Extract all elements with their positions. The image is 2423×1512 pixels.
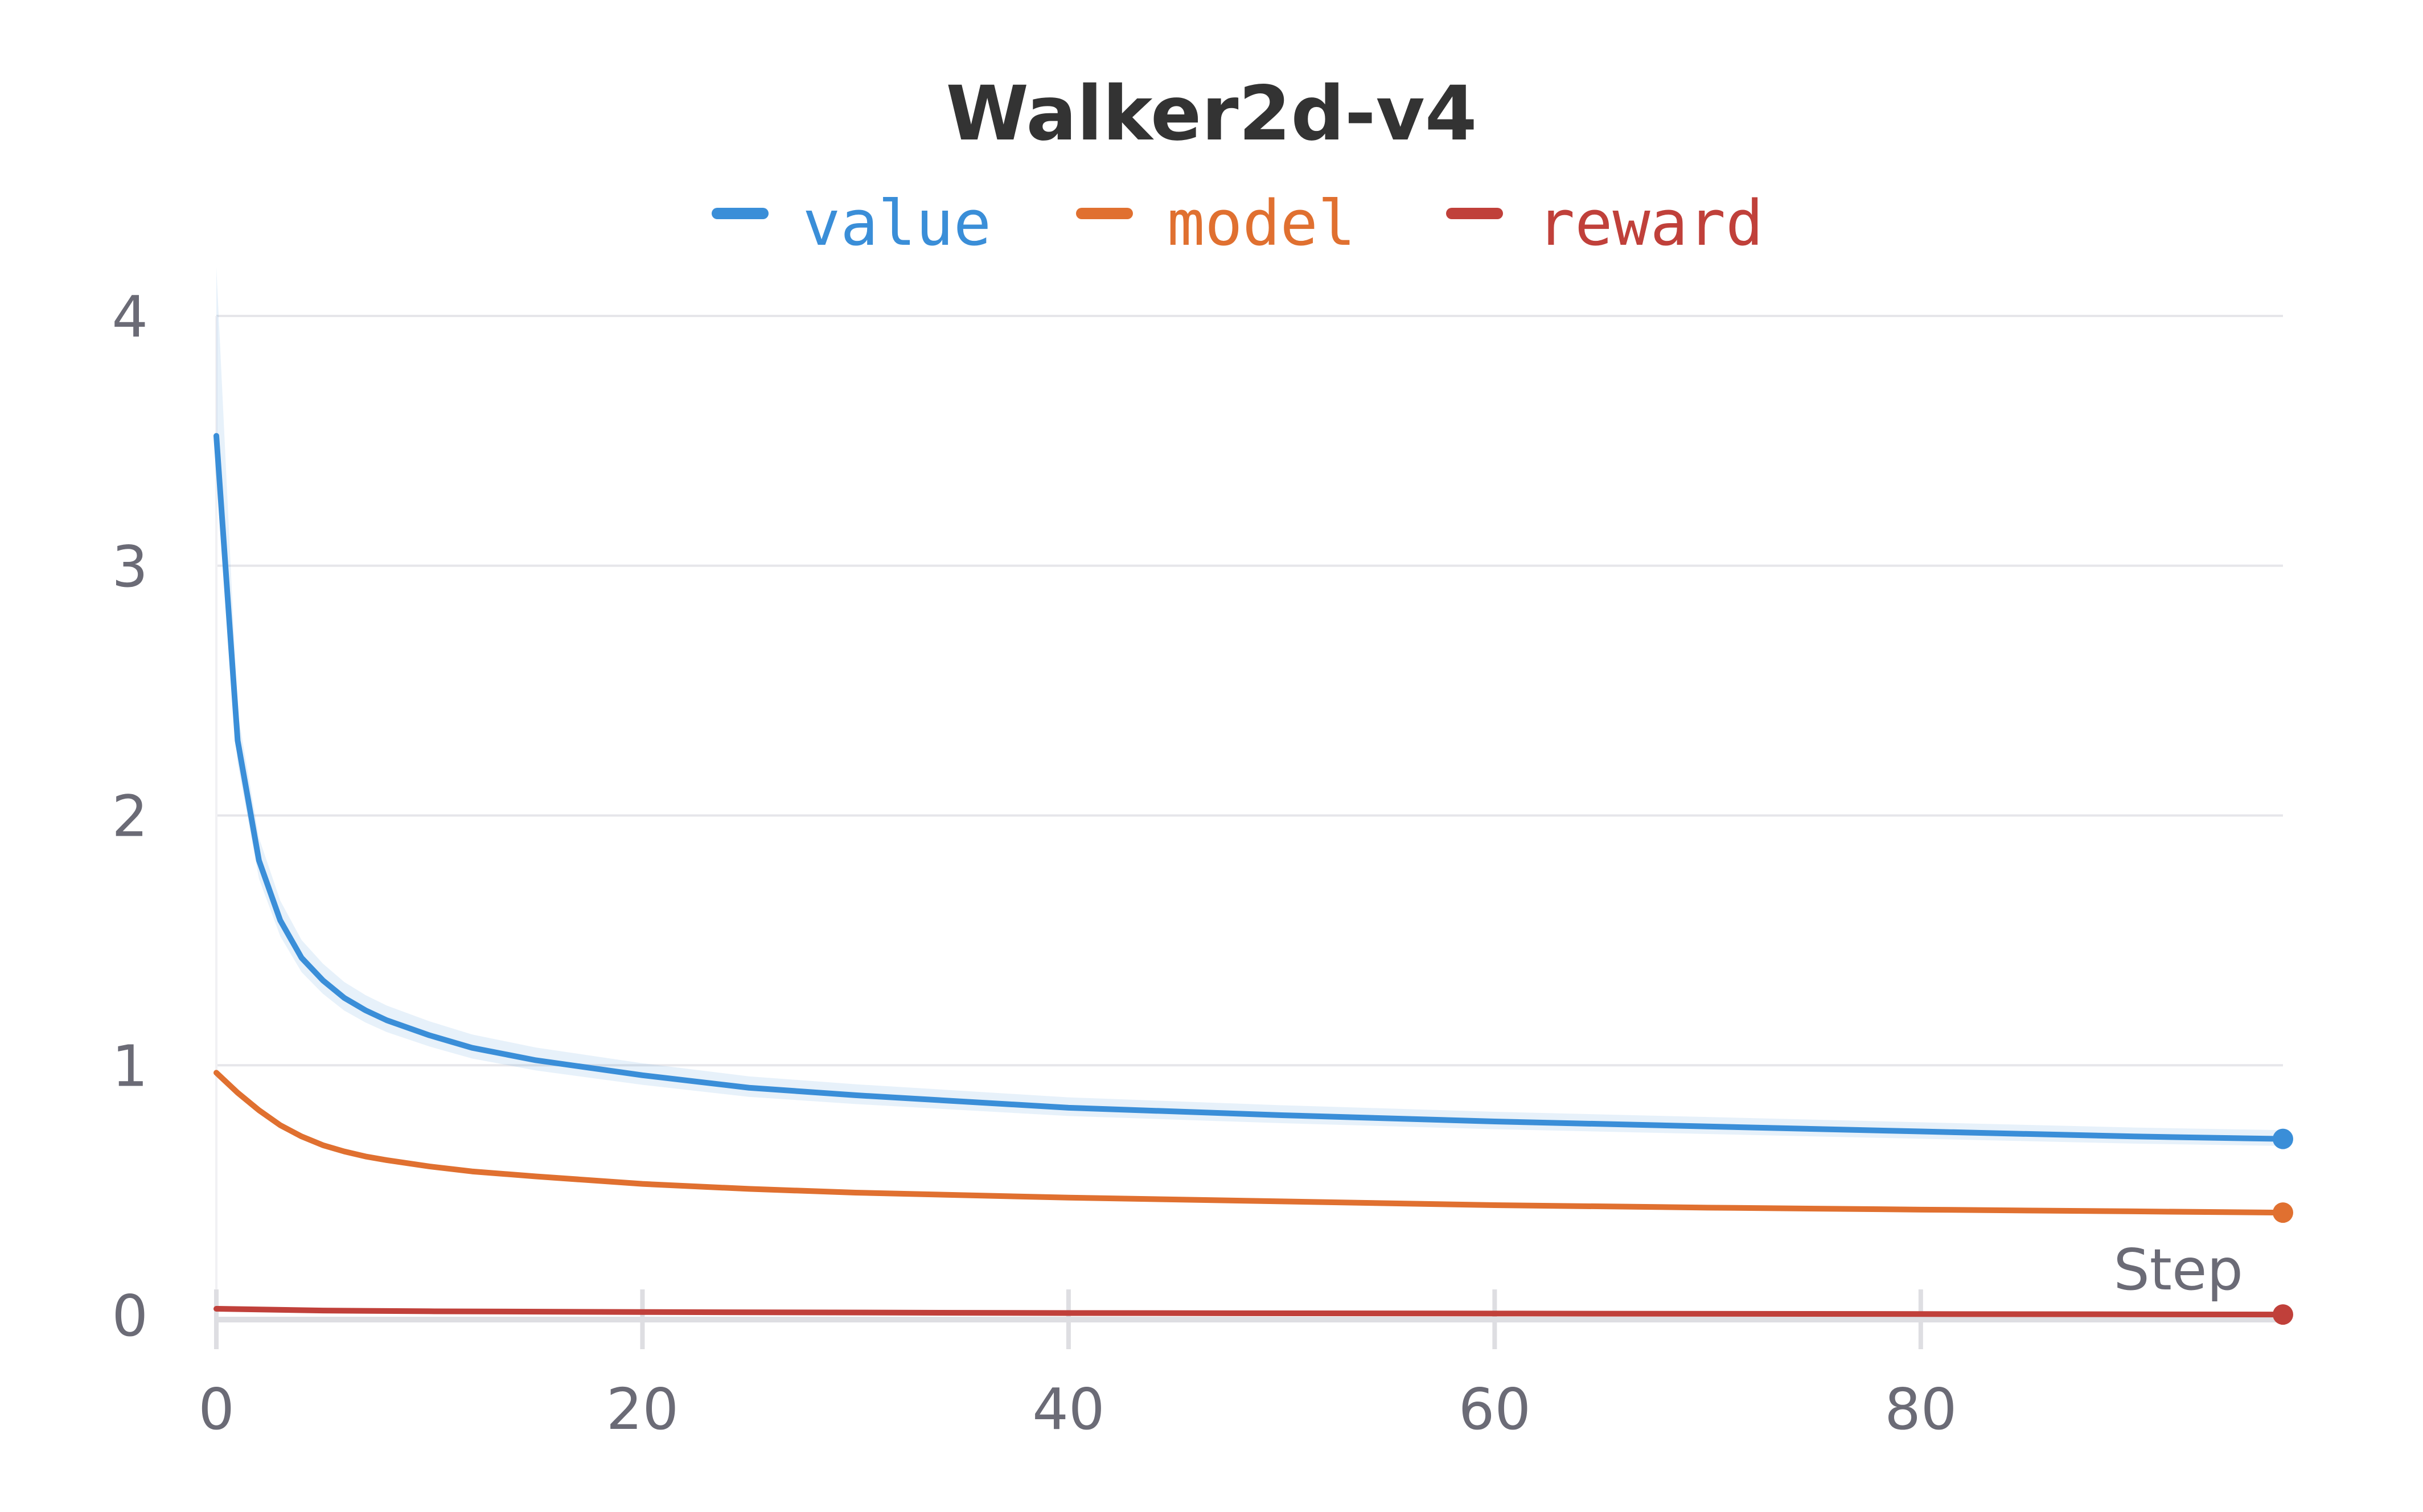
y-tick-label: 3 bbox=[112, 533, 148, 600]
y-tick-label: 2 bbox=[112, 783, 148, 850]
series-bands bbox=[216, 267, 2283, 1147]
x-tick-label: 0 bbox=[198, 1376, 235, 1443]
x-tick-label: 60 bbox=[1459, 1376, 1531, 1443]
x-tick-label: 40 bbox=[1032, 1376, 1104, 1443]
series-line-reward bbox=[213, 1306, 2286, 1318]
legend-label-model: model bbox=[1167, 187, 1356, 260]
x-tick-label: 20 bbox=[606, 1376, 679, 1443]
x-axis-label: Step bbox=[2113, 1236, 2243, 1303]
y-tick-label: 0 bbox=[112, 1283, 148, 1349]
endpoint-value bbox=[2273, 1128, 2293, 1149]
x-axis: 0 20 40 60 80 bbox=[198, 1289, 2283, 1443]
series-endpoints bbox=[2273, 1128, 2293, 1325]
series-lines bbox=[213, 433, 2286, 1318]
y-tick-label: 1 bbox=[112, 1033, 148, 1099]
series-line-value bbox=[213, 433, 2286, 1142]
y-axis: 0 1 2 3 4 bbox=[112, 284, 148, 1349]
legend-label-reward: reward bbox=[1537, 187, 1763, 260]
chart-title: Walker2d-v4 bbox=[946, 70, 1477, 158]
legend-label-value: value bbox=[803, 187, 991, 260]
band-value bbox=[216, 267, 2283, 1147]
legend: value model reward bbox=[712, 187, 1763, 260]
endpoint-model bbox=[2273, 1202, 2293, 1223]
endpoint-reward bbox=[2273, 1304, 2293, 1325]
legend-swatch-model bbox=[1076, 208, 1133, 219]
series-line-model bbox=[213, 1070, 2286, 1216]
grid-lines bbox=[215, 315, 2283, 1315]
x-tick-label: 80 bbox=[1884, 1376, 1957, 1443]
legend-swatch-reward bbox=[1446, 208, 1503, 219]
legend-swatch-value bbox=[712, 208, 769, 219]
y-tick-label: 4 bbox=[112, 284, 148, 350]
